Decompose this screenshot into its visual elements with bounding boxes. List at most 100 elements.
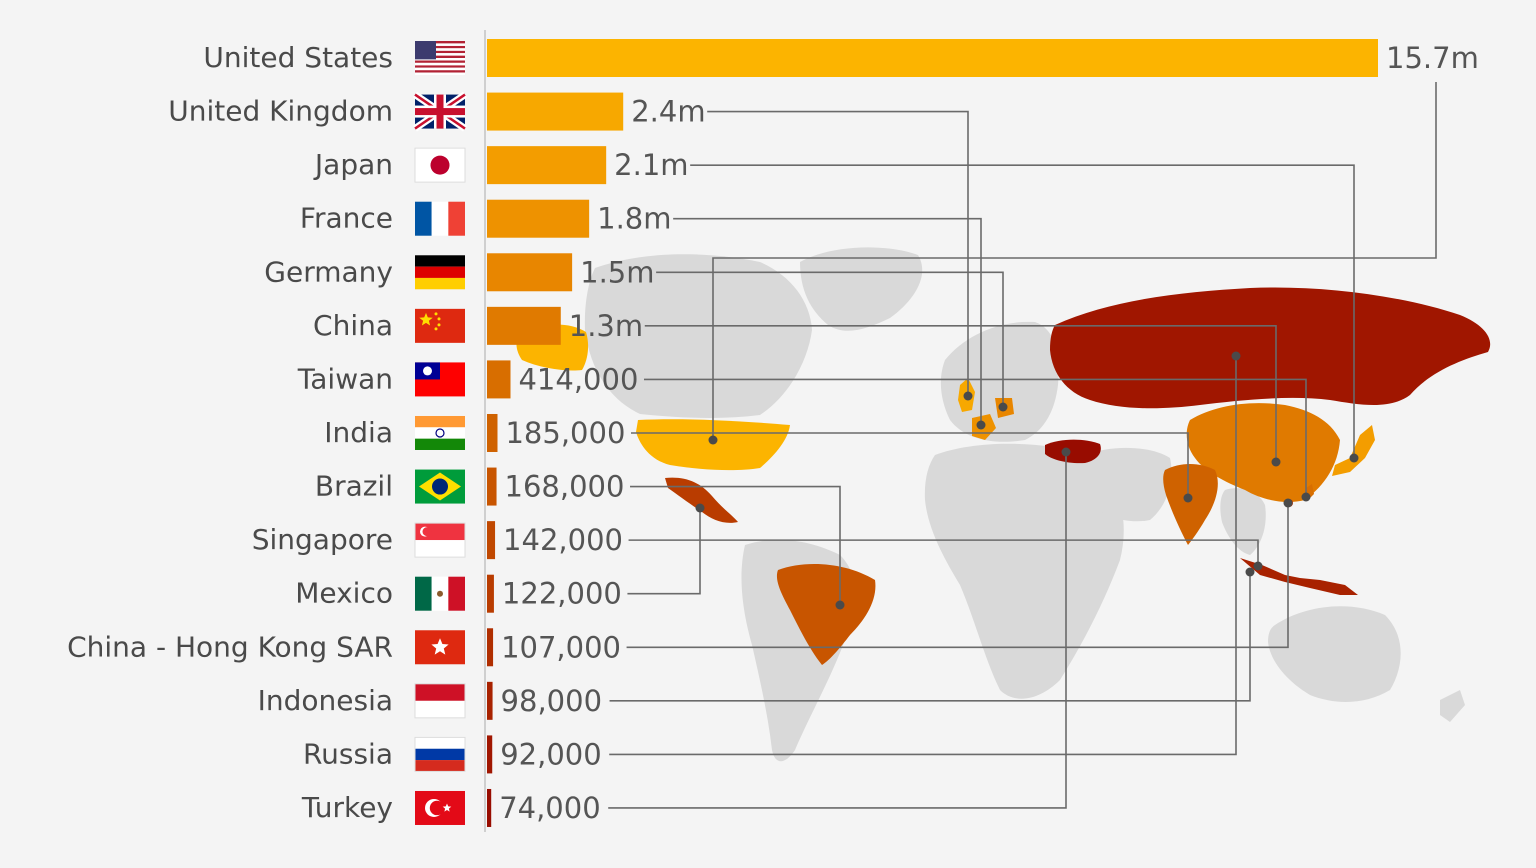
category-label: Taiwan	[297, 362, 393, 395]
bar	[487, 788, 492, 827]
mexico-flag-icon	[415, 576, 465, 611]
connector-dot	[1283, 498, 1293, 508]
bar	[487, 360, 511, 399]
value-label: 142,000	[503, 523, 623, 557]
bar	[487, 574, 494, 613]
category-label: Germany	[264, 255, 393, 288]
map-china	[1186, 403, 1340, 502]
singapore-flag-icon	[414, 522, 466, 558]
connector-dot	[1301, 492, 1311, 502]
category-label: United Kingdom	[168, 95, 393, 128]
connector-dot	[998, 402, 1008, 412]
category-label: China - Hong Kong SAR	[67, 630, 393, 663]
bar	[487, 146, 607, 185]
bar	[487, 92, 624, 131]
connector-line	[609, 356, 1237, 756]
connector-line	[630, 485, 841, 605]
value-label: 15.7m	[1386, 41, 1479, 75]
map-russia	[1050, 287, 1491, 409]
map-europe	[940, 321, 1059, 442]
france-flag-icon	[415, 201, 465, 236]
value-label: 2.4m	[631, 95, 705, 129]
value-label: 1.5m	[580, 255, 654, 289]
bar	[487, 467, 497, 506]
value-label: 1.8m	[597, 202, 671, 236]
labels-layer: United States 15.7m United Kingdom 2.4m Japa…	[67, 41, 1479, 825]
map-turkey	[1045, 439, 1101, 464]
uk-flag-icon	[413, 91, 467, 132]
value-label: 122,000	[502, 577, 622, 611]
category-label: Mexico	[295, 577, 393, 610]
value-label: 185,000	[505, 416, 625, 450]
connector-line	[630, 432, 1189, 498]
map-indochina	[1220, 488, 1266, 555]
bar	[487, 413, 498, 452]
connector-line	[690, 164, 1355, 458]
connector-line	[643, 378, 1307, 497]
connector-dot	[1183, 493, 1193, 503]
value-label: 92,000	[500, 737, 601, 771]
map-middle-east	[1081, 447, 1172, 522]
brazil-flag-icon	[415, 469, 465, 504]
connector-dot	[963, 391, 973, 401]
connector-line	[712, 82, 1437, 440]
bar	[487, 199, 590, 238]
value-label: 2.1m	[614, 148, 688, 182]
category-label: France	[300, 202, 393, 235]
india-flag-icon	[415, 415, 465, 450]
map-india	[1163, 464, 1218, 545]
map-indonesia	[1240, 558, 1358, 595]
bar	[487, 521, 496, 560]
map-usa	[636, 419, 790, 471]
bar	[487, 306, 561, 345]
china-flag-icon	[415, 308, 465, 343]
value-label: 107,000	[501, 630, 621, 664]
map-greenland	[800, 247, 923, 331]
flags-layer	[413, 41, 467, 825]
taiwan-flag-icon	[415, 362, 465, 397]
hong-kong-flag-icon	[415, 630, 465, 665]
connector-dot	[976, 420, 986, 430]
category-label: India	[324, 416, 393, 449]
connector-line	[626, 503, 1289, 649]
connector-lines	[608, 82, 1437, 809]
category-label: Russia	[303, 737, 393, 770]
connector-line	[673, 217, 982, 425]
turkey-flag-icon	[415, 790, 465, 825]
bar	[487, 253, 573, 292]
connector-dot	[1061, 447, 1071, 457]
value-label: 74,000	[499, 791, 600, 825]
bar	[487, 39, 1378, 77]
japan-flag-icon	[414, 147, 466, 183]
map-brazil	[776, 564, 876, 665]
value-label: 168,000	[505, 470, 625, 504]
category-label: Turkey	[301, 791, 393, 824]
us-flag-icon	[415, 41, 465, 75]
connector-dot	[1271, 457, 1281, 467]
value-label: 1.3m	[569, 309, 643, 343]
russia-flag-icon	[414, 736, 466, 772]
indonesia-flag-icon	[414, 683, 466, 719]
connector-line	[707, 110, 969, 396]
connector-dot	[1253, 561, 1263, 571]
connector-line	[627, 508, 701, 595]
bars-layer	[487, 39, 1378, 827]
germany-flag-icon	[415, 255, 465, 290]
value-label: 414,000	[518, 362, 638, 396]
bar	[487, 681, 493, 720]
connector-line	[644, 325, 1277, 462]
connector-line	[608, 452, 1067, 809]
connector-line	[609, 572, 1251, 702]
connector-dot	[695, 503, 705, 513]
world-map	[516, 247, 1491, 762]
map-mexico	[665, 477, 738, 523]
connector-dot	[1231, 351, 1241, 361]
map-africa	[924, 443, 1124, 699]
connector-dot	[1349, 453, 1359, 463]
connector-dot	[708, 435, 718, 445]
map-australia	[1268, 606, 1401, 702]
map-canada	[584, 254, 812, 418]
category-label: China	[313, 309, 393, 342]
category-label: Singapore	[252, 523, 393, 556]
